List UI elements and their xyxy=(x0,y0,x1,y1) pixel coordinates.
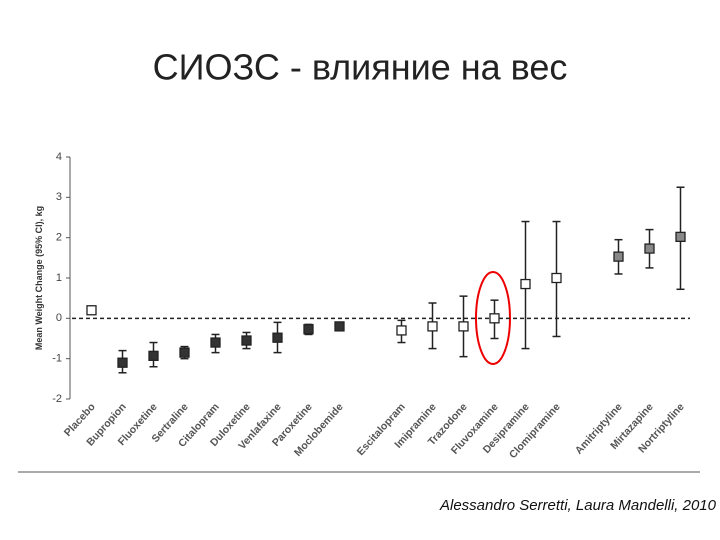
point-marker xyxy=(675,231,686,243)
point-marker xyxy=(520,278,531,290)
point-marker xyxy=(210,337,221,348)
point-marker xyxy=(241,335,252,346)
point-marker xyxy=(334,321,345,332)
y-tick-label: 4 xyxy=(56,151,62,163)
point-marker xyxy=(272,332,283,343)
point-marker xyxy=(427,321,438,332)
y-tick-label: 0 xyxy=(56,312,62,324)
y-tick-label: -1 xyxy=(52,353,62,365)
point-marker xyxy=(644,243,655,254)
y-tick-label: 1 xyxy=(56,272,62,284)
y-axis-label: Mean Weight Change (95% CI), kg xyxy=(34,206,44,350)
point-marker xyxy=(148,350,159,361)
y-tick-label: 2 xyxy=(56,232,62,244)
point-marker xyxy=(179,347,190,358)
point-marker xyxy=(396,325,407,336)
point-marker xyxy=(86,305,97,316)
point-marker xyxy=(489,313,500,324)
y-tick-label: 3 xyxy=(56,191,62,203)
point-marker xyxy=(613,251,624,262)
slide-title: СИОЗС - влияние на вес xyxy=(153,47,568,88)
citation: Alessandro Serretti, Laura Mandelli, 201… xyxy=(439,497,717,514)
point-marker xyxy=(117,357,128,368)
y-tick-label: -2 xyxy=(52,393,62,405)
point-marker xyxy=(458,321,469,332)
point-marker xyxy=(303,324,314,335)
point-marker xyxy=(551,272,562,284)
